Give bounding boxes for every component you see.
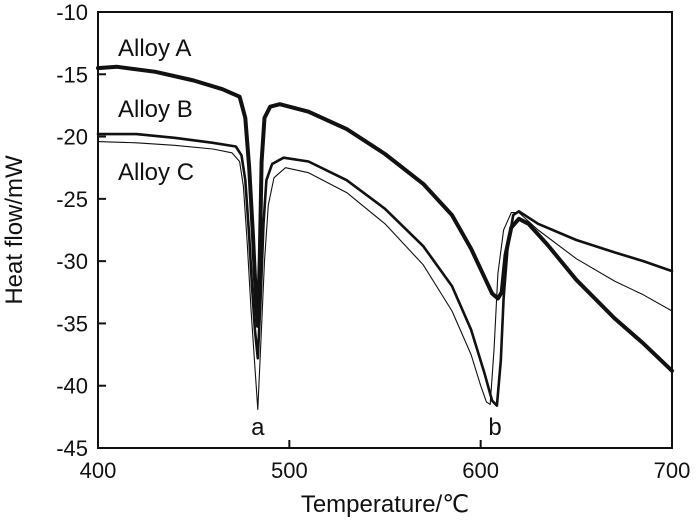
y-tick-label: -10: [56, 0, 88, 25]
x-tick-label: 400: [80, 458, 117, 483]
y-tick-label: -40: [56, 374, 88, 399]
series-layer: [96, 64, 674, 410]
y-tick-label: -20: [56, 125, 88, 150]
tick-layer: 400 500 600 700 -10 -15 -20 -25 -30 -35 -40 -45: [56, 0, 690, 483]
series-label-alloy-b: Alloy B: [118, 96, 193, 123]
y-tick-label: -45: [56, 436, 88, 461]
peak-annotation-a: a: [251, 414, 265, 441]
series-label-alloy-a: Alloy A: [118, 35, 191, 62]
plot-frame: [97, 11, 673, 449]
series-line-alloy-a: [96, 64, 674, 373]
y-tick-label: -15: [56, 62, 88, 87]
y-tick-label: -30: [56, 249, 88, 274]
series-line-alloy-c: [97, 141, 673, 410]
series-line-alloy-b: [96, 132, 674, 407]
y-tick-label: -35: [56, 311, 88, 336]
x-tick-label: 600: [462, 458, 499, 483]
y-axis-title: Heat flow/mW: [1, 155, 28, 305]
x-tick-label: 700: [654, 458, 691, 483]
y-tick-label: -25: [56, 187, 88, 212]
label-layer: Alloy A Alloy B Alloy C a b: [118, 35, 502, 441]
x-tick-label: 500: [271, 458, 308, 483]
x-axis-title: Temperature/℃: [301, 491, 469, 518]
series-label-alloy-c: Alloy C: [118, 159, 194, 186]
peak-annotation-b: b: [488, 414, 501, 441]
